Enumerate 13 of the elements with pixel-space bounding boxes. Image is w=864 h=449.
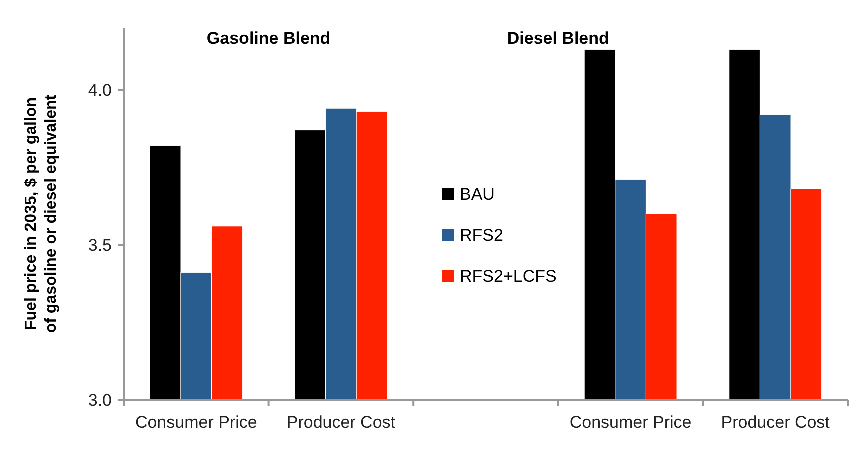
- y-axis-title: Fuel price in 2035, $ per gallon of gasoline or diesel equivalent: [23, 94, 60, 334]
- legend-label: RFS2: [460, 226, 504, 245]
- legend-label: BAU: [460, 184, 495, 204]
- y-tick-label: 3.5: [88, 236, 112, 255]
- x-tick-label: Producer Cost: [721, 413, 830, 432]
- annotation: Gasoline Blend: [206, 29, 331, 48]
- x-tick-label: Producer Cost: [286, 413, 396, 432]
- y-tick-label: 4.0: [88, 80, 112, 100]
- legend-label: RFS2+LCFS: [460, 266, 557, 286]
- x-tick-label: Consumer Price: [135, 413, 258, 432]
- x-tick-label: Consumer Price: [570, 413, 692, 432]
- annotation: Diesel Blend: [507, 29, 610, 48]
- y-tick-label: 3.0: [88, 390, 112, 410]
